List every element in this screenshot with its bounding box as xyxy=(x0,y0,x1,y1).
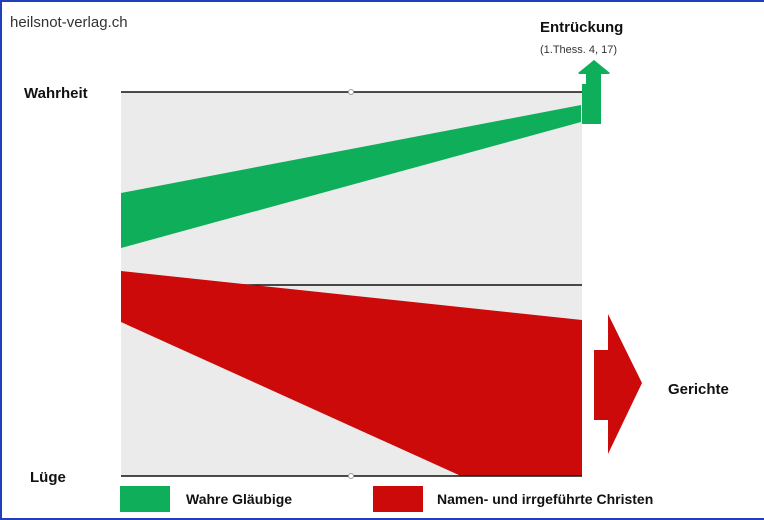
red-band-nominal-christians xyxy=(121,271,582,476)
rapture-reference: (1.Thess. 4, 17) xyxy=(540,44,618,56)
legend-green-swatch xyxy=(120,486,170,512)
legend-red-swatch xyxy=(373,486,423,512)
judgement-label: Gerichte xyxy=(668,381,729,398)
lie-label: Lüge xyxy=(30,469,66,486)
judgement-arrow xyxy=(594,314,642,454)
truth-label: Wahrheit xyxy=(24,85,88,102)
legend-red-label: Namen- und irrgeführte Christen xyxy=(437,491,654,507)
rapture-arrow xyxy=(578,60,610,124)
legend-green-label: Wahre Gläubige xyxy=(186,491,293,507)
green-band-true-believers xyxy=(121,60,610,248)
truth-line-marker xyxy=(348,89,354,95)
rapture-title: Entrückung xyxy=(540,19,624,36)
lie-line-marker xyxy=(348,473,354,479)
site-watermark: heilsnot-verlag.ch xyxy=(10,14,128,31)
